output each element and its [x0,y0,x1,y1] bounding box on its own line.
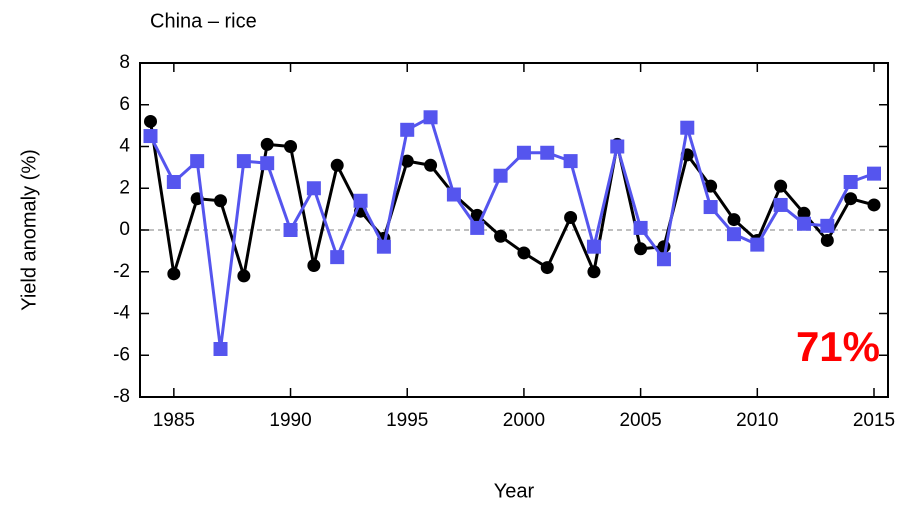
marker [494,229,508,243]
marker [587,265,601,279]
marker [260,156,275,171]
y-tick-label: -6 [113,344,130,365]
marker [306,181,321,196]
marker [260,137,274,151]
y-tick-label: 4 [119,136,130,157]
x-tick-label: 2015 [853,410,895,431]
marker [236,154,251,169]
x-tick-label: 1995 [386,410,428,431]
y-axis-label: Yield anomaly (%) [18,149,40,311]
marker [796,216,811,231]
marker [330,158,344,172]
y-tick-label: 2 [119,177,130,198]
marker [680,120,695,135]
annotation: 71% [796,323,880,370]
marker [750,237,765,252]
marker [143,129,158,144]
series-line [149,121,875,277]
marker [284,140,298,153]
marker [307,258,321,272]
marker [516,145,531,160]
marker [144,114,158,128]
marker [213,341,228,356]
marker [540,145,555,160]
marker [867,198,881,212]
x-tick-label: 2005 [619,410,661,431]
marker [634,242,648,256]
marker [586,239,601,254]
marker [656,252,671,267]
x-tick-label: 1985 [153,410,195,431]
y-tick-label: 0 [119,219,130,240]
marker [563,154,578,169]
marker [703,200,718,215]
marker [166,174,181,189]
y-tick-label: -4 [113,303,130,324]
marker [866,166,881,181]
marker [633,220,648,235]
plot-frame [139,62,889,398]
marker [400,122,415,137]
y-tick-label: -2 [113,261,130,282]
marker [376,239,391,254]
marker [446,187,461,202]
marker [773,197,788,212]
x-tick-label: 1990 [269,410,311,431]
marker [727,213,741,227]
marker [564,210,578,224]
chart-title: China – rice [150,10,257,32]
y-tick-label: -8 [113,386,130,407]
x-tick-label: 2010 [736,410,778,431]
marker [423,110,438,125]
marker [190,154,205,169]
marker [820,233,834,247]
marker [774,179,788,193]
marker [540,261,554,275]
marker [214,194,228,208]
x-axis-label: Year [494,480,535,502]
marker [424,158,438,172]
marker [283,223,298,237]
marker [470,220,485,235]
marker [704,179,718,193]
series-line [149,115,875,350]
marker [726,227,741,242]
x-tick-label: 2000 [503,410,545,431]
marker [400,154,414,168]
y-tick-label: 8 [119,52,130,73]
marker [330,250,345,265]
marker [517,246,531,260]
marker [610,139,625,154]
y-tick-label: 6 [119,94,130,115]
marker [353,193,368,208]
marker [167,267,181,281]
marker [797,206,811,220]
marker [843,174,858,189]
marker [237,269,251,283]
marker [820,218,835,233]
marker [844,192,858,206]
marker [493,168,508,183]
